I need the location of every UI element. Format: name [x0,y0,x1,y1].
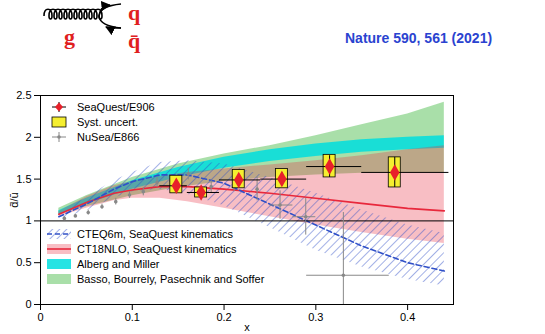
html-text:NuSea/E866: NuSea/E866 [77,130,140,143]
svg-text:1: 1 [25,214,31,226]
svg-text:2.5: 2.5 [16,89,31,101]
svg-text:0.2: 0.2 [216,311,231,323]
html-text:Basso, Bourrely, Pasechnik and: Basso, Bourrely, Pasechnik and Soffer [77,272,265,285]
html-text:CTEQ6m, SeaQuest kinematics: CTEQ6m, SeaQuest kinematics [77,227,233,240]
svg-text:0.4: 0.4 [400,311,415,323]
svg-text:0.3: 0.3 [308,311,323,323]
html-text:Nature 590, 561 (2021): Nature 590, 561 (2021) [345,30,493,46]
html-text:Alberg and Miller: Alberg and Miller [77,257,160,270]
svg-text:q̄: q̄ [128,28,141,53]
html-text:SeaQuest/E906: SeaQuest/E906 [77,100,155,113]
svg-text:1.5: 1.5 [16,173,31,185]
svg-text:0: 0 [37,311,43,323]
svg-text:d̄/ū: d̄/ū [8,192,20,207]
svg-text:0.1: 0.1 [125,311,140,323]
svg-text:q: q [128,0,141,25]
svg-text:0.5: 0.5 [16,256,31,268]
svg-text:0: 0 [25,298,31,310]
html-text:CT18NLO, SeaQuest kinematics: CT18NLO, SeaQuest kinematics [77,242,237,255]
svg-text:2: 2 [25,131,31,143]
html-text:Syst. uncert.: Syst. uncert. [77,115,139,128]
svg-text:g: g [64,24,75,49]
svg-text:x: x [244,321,250,333]
